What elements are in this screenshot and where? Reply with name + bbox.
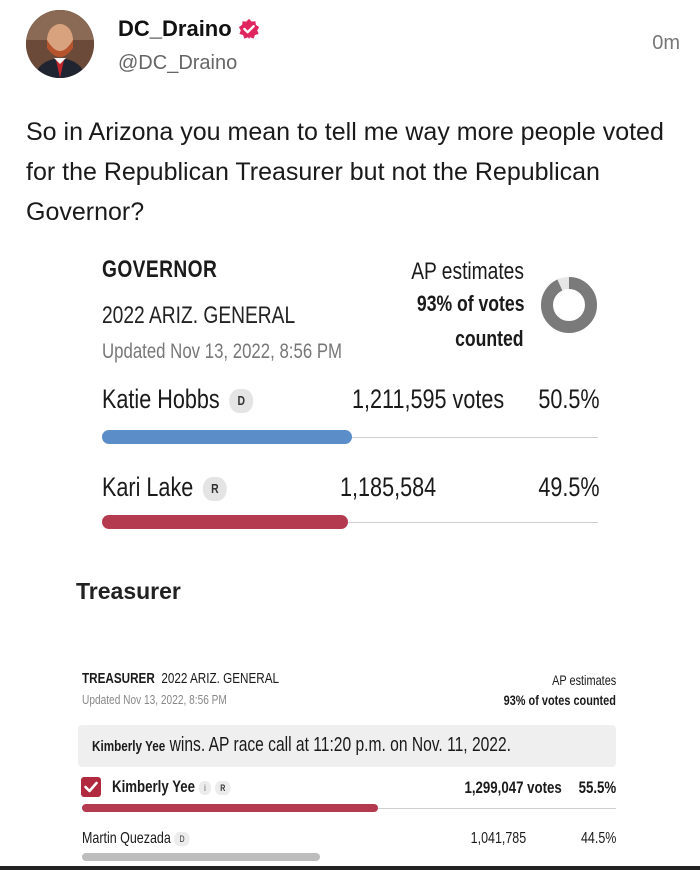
candidate-percent: 49.5% (538, 472, 600, 502)
author-name-text[interactable]: DC_Draino (118, 16, 232, 41)
race-call-banner (78, 725, 616, 767)
candidate-katie-hobbs: Katie Hobbs D (102, 384, 254, 415)
party-badge: R (214, 780, 231, 795)
avatar[interactable] (26, 10, 94, 78)
treasurer-heading: Treasurer (76, 578, 181, 604)
winner-check-icon (81, 777, 101, 797)
candidate-percent: 50.5% (538, 384, 600, 414)
candidate-votes: 1,211,595 votes (351, 384, 504, 414)
party-badge: D (229, 388, 254, 413)
info-icon[interactable]: i (198, 780, 212, 795)
treasurer-ap-estimates: AP estimates (551, 672, 616, 688)
author-name[interactable]: DC_Draino (118, 16, 260, 42)
treasurer-race: 2022 ARIZ. GENERAL (161, 670, 280, 687)
party-badge: R (202, 476, 227, 501)
candidate-name: Katie Hobbs (102, 384, 220, 414)
candidate-votes: 1,185,584 (339, 472, 436, 502)
vote-share-bar (82, 804, 378, 812)
governor-title: GOVERNOR (102, 256, 218, 283)
vote-share-bar (102, 515, 348, 529)
post-time: 0m (652, 32, 680, 54)
verified-badge-icon (238, 18, 259, 40)
race-call-winner: Kimberly Yee (92, 738, 166, 755)
governor-ap-estimates: AP estimates (411, 258, 524, 285)
race-call-text: Kimberly Yee wins. AP race call at 11:20… (92, 734, 511, 757)
treasurer-updated: Updated Nov 13, 2022, 8:56 PM (82, 692, 227, 707)
tweet-text: So in Arizona you mean to tell me way mo… (26, 118, 664, 226)
treasurer-header: TREASURER 2022 ARIZ. GENERAL (82, 670, 279, 687)
candidate-percent: 44.5% (580, 830, 616, 847)
candidate-percent: 55.5% (578, 778, 616, 797)
vote-share-bar (82, 853, 320, 861)
race-call-detail: wins. AP race call at 11:20 p.m. on Nov.… (169, 734, 511, 756)
bar-track (102, 522, 598, 523)
candidate-kimberly-yee: Kimberly Yee i R (112, 777, 231, 797)
candidate-martin-quezada: Martin Quezada D (82, 830, 190, 848)
candidate-name: Kari Lake (102, 472, 194, 502)
votes-counted-donut-icon (541, 277, 597, 333)
candidate-kari-lake: Kari Lake R (102, 472, 227, 503)
treasurer-ap-percent: 93% of votes counted (503, 692, 616, 708)
governor-race: 2022 ARIZ. GENERAL (102, 302, 296, 329)
party-badge: D (174, 831, 190, 846)
governor-updated: Updated Nov 13, 2022, 8:56 PM (102, 340, 343, 363)
candidate-votes: 1,041,785 (470, 830, 526, 847)
bottom-divider (0, 866, 700, 870)
vote-share-bar (102, 430, 352, 444)
candidate-name: Martin Quezada (82, 830, 171, 847)
candidate-name: Kimberly Yee (112, 777, 196, 796)
candidate-votes: 1,299,047 votes (464, 778, 562, 797)
author-handle[interactable]: @DC_Draino (118, 52, 238, 74)
treasurer-title: TREASURER (82, 670, 155, 687)
governor-ap-percent: 93% of votes (416, 291, 524, 316)
governor-ap-counted: counted (455, 326, 524, 351)
